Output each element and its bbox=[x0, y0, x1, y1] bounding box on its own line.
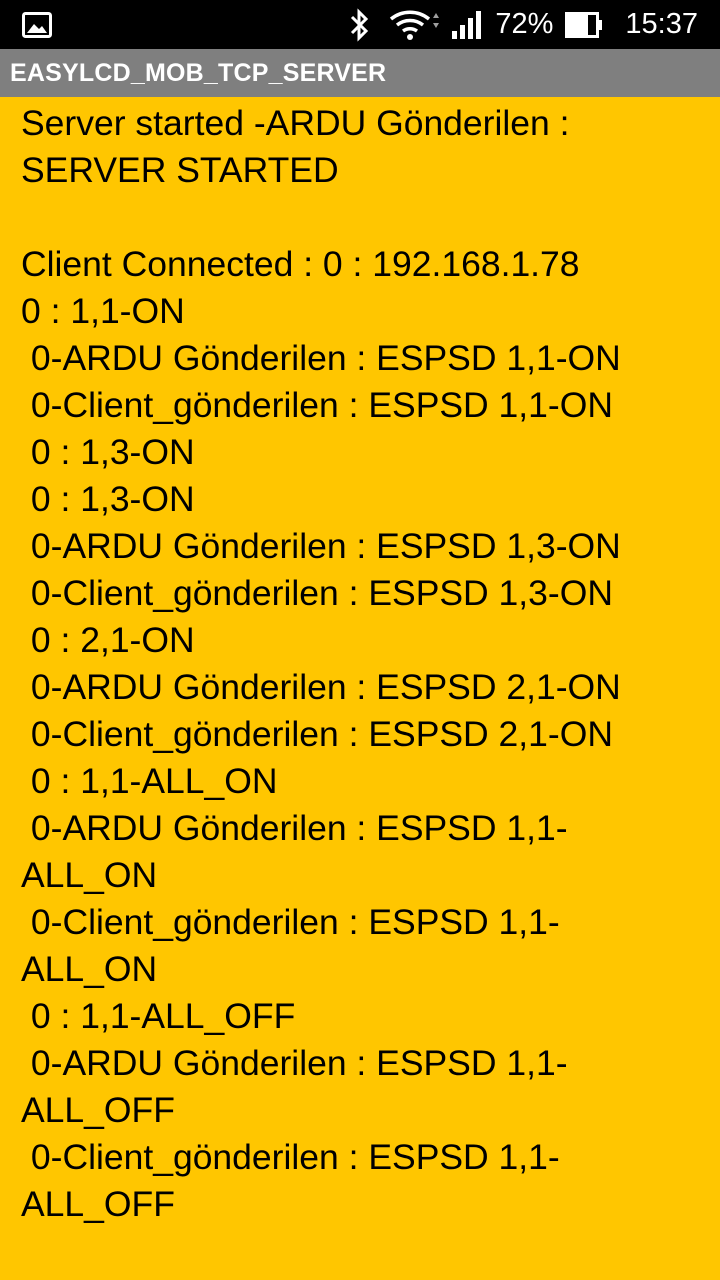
status-bar: 72% 15:37 bbox=[0, 0, 720, 49]
battery-icon bbox=[565, 11, 603, 38]
wifi-icon bbox=[389, 9, 441, 41]
log-container[interactable]: Server started -ARDU Gönderilen : SERVER… bbox=[21, 100, 711, 1270]
status-clock: 15:37 bbox=[625, 8, 698, 40]
bluetooth-icon bbox=[349, 7, 371, 42]
status-right: 72% 15:37 bbox=[349, 7, 698, 42]
status-left bbox=[22, 11, 349, 38]
cellular-signal-icon bbox=[451, 10, 485, 40]
app-title-bar: EASYLCD_MOB_TCP_SERVER bbox=[0, 49, 720, 97]
image-gallery-icon bbox=[22, 11, 52, 38]
server-log-text: Server started -ARDU Gönderilen : SERVER… bbox=[21, 103, 621, 1224]
app-title: EASYLCD_MOB_TCP_SERVER bbox=[10, 58, 387, 87]
battery-percent: 72% bbox=[495, 8, 554, 40]
